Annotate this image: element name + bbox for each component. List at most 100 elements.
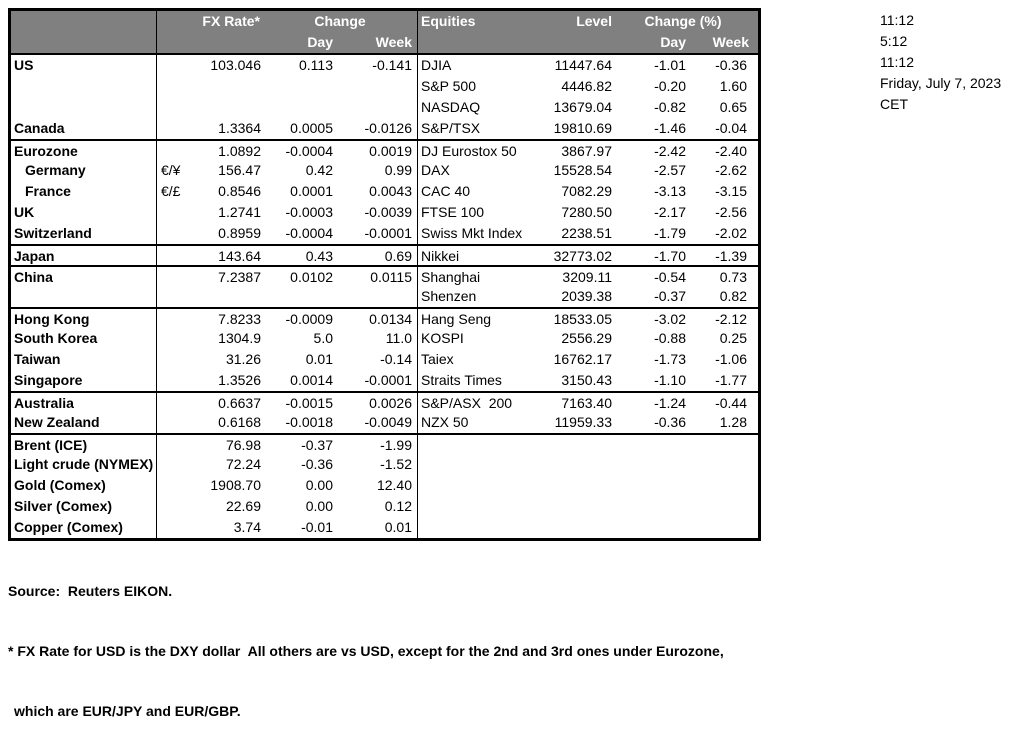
fx-currency-pair xyxy=(157,267,187,286)
equity-week-change-value xyxy=(688,517,752,538)
fx-rate-value: 1908.70 xyxy=(210,477,261,493)
fx-currency-pair xyxy=(157,393,187,412)
fx-day-change-value: -0.0009 xyxy=(285,311,333,327)
fx-rate-footnote-cont: which are EUR/JPY and EUR/GBP. xyxy=(14,703,241,719)
table-row: Australia 0.6637 -0.0015 0.0026 S&P/ASX … xyxy=(11,391,758,412)
fx-currency-pair xyxy=(157,118,187,139)
fx-day-change-value xyxy=(263,97,335,118)
equity-day-change-value: -0.88 xyxy=(654,330,686,346)
equity-day-change-value: -1.70 xyxy=(654,248,686,264)
fx-row-section: Japan 143.64 0.43 0.69 xyxy=(11,246,417,265)
fx-currency-pair xyxy=(157,246,187,265)
fx-week-change-value: -0.0001 xyxy=(364,225,412,241)
equities-row-section: DJ Eurostox 50 3867.97 -2.42 -2.40 xyxy=(417,141,752,160)
fx-currency-pair xyxy=(157,141,187,160)
fx-rate-value: 156.47 xyxy=(218,162,261,178)
equity-index-name: NASDAQ xyxy=(421,99,481,115)
table-header: FX Rate* Change Day Week Equities Level … xyxy=(11,11,758,55)
fx-country-label: France xyxy=(11,181,157,202)
equity-day-change-value: -0.54 xyxy=(654,269,686,285)
equity-level-value: 3209.11 xyxy=(562,269,612,285)
equity-index-name xyxy=(418,454,528,475)
equities-row-section: CAC 40 7082.29 -3.13 -3.15 xyxy=(417,181,752,202)
fx-row-section: UK 1.2741 -0.0003 -0.0039 xyxy=(11,202,417,223)
table-row: Switzerland 0.8959 -0.0004 -0.0001 Swiss… xyxy=(11,223,758,244)
fx-day-change-value: -0.36 xyxy=(301,456,333,472)
fx-rate-value: 1.2741 xyxy=(218,204,261,220)
table-row: US 103.046 0.113 -0.141 DJIA 11447.64 -1… xyxy=(11,55,758,76)
fx-country-label: US xyxy=(11,55,157,76)
table-row: UK 1.2741 -0.0003 -0.0039 FTSE 100 7280.… xyxy=(11,202,758,223)
equity-index-name xyxy=(418,517,528,538)
fx-rate-value: 0.6168 xyxy=(218,414,261,430)
equity-week-change-value: 0.65 xyxy=(719,99,747,115)
timestamp-line: 11:12 xyxy=(880,54,914,70)
table-row: Eurozone 1.0892 -0.0004 0.0019 DJ Eurost… xyxy=(11,139,758,160)
fx-day-change-value: 0.113 xyxy=(299,57,333,73)
equity-day-change-value: -3.13 xyxy=(654,183,686,199)
equity-day-change-value: -0.20 xyxy=(654,78,686,94)
equity-level-value xyxy=(528,454,614,475)
fx-row-section: France €/£ 0.8546 0.0001 0.0043 xyxy=(11,181,417,202)
fx-rate-value xyxy=(187,76,263,97)
fx-rate-footnote: * FX Rate for USD is the DXY dollar All … xyxy=(8,643,724,659)
equity-level-value: 15528.54 xyxy=(553,162,612,178)
equities-row-section: Shanghai 3209.11 -0.54 0.73 xyxy=(417,267,752,286)
fx-day-change-value: -0.0003 xyxy=(285,204,333,220)
equity-index-name: S&P 500 xyxy=(421,78,477,94)
header-corner-cell xyxy=(11,11,157,53)
fx-week-change-value: -0.141 xyxy=(372,57,412,73)
fx-row-section xyxy=(11,97,417,118)
fx-country-label: Canada xyxy=(11,118,157,139)
fx-week-change-value: 0.12 xyxy=(384,498,412,514)
fx-day-change-value: 0.01 xyxy=(305,351,333,367)
footer-notes: Source: Reuters EIKON. * FX Rate for USD… xyxy=(8,541,724,741)
fx-row-section: Australia 0.6637 -0.0015 0.0026 xyxy=(11,393,417,412)
fx-week-change-value: 11.0 xyxy=(385,330,412,346)
fx-rate-value xyxy=(187,97,263,118)
fx-currency-pair xyxy=(157,496,187,517)
fx-rate-value: 7.2387 xyxy=(218,269,261,285)
equity-index-name: DJ Eurostox 50 xyxy=(421,143,517,159)
fx-currency-pair xyxy=(157,412,187,433)
equity-week-change-value: -0.36 xyxy=(715,57,747,73)
timestamp-line: CET xyxy=(880,96,908,112)
equity-week-change-value: 0.82 xyxy=(719,288,747,304)
fx-currency-pair xyxy=(157,349,187,370)
equities-day-header: Day xyxy=(660,34,686,50)
equity-day-change-value xyxy=(614,435,688,454)
fx-country-label: Light crude (NYMEX) xyxy=(11,454,157,475)
equity-day-change-value: -0.36 xyxy=(654,414,686,430)
equities-row-section: FTSE 100 7280.50 -2.17 -2.56 xyxy=(417,202,752,223)
equity-level-value: 16762.17 xyxy=(553,351,612,367)
table-row: France €/£ 0.8546 0.0001 0.0043 CAC 40 7… xyxy=(11,181,758,202)
equities-row-section: DAX 15528.54 -2.57 -2.62 xyxy=(417,160,752,181)
fx-rate-value: 143.64 xyxy=(218,248,261,264)
fx-rate-value: 22.69 xyxy=(225,498,261,514)
equity-index-name: Hang Seng xyxy=(421,311,492,327)
table-row: Shenzen 2039.38 -0.37 0.82 xyxy=(11,286,758,307)
equity-day-change-value xyxy=(614,475,688,496)
equity-day-change-value xyxy=(614,517,688,538)
fx-week-change-value: 0.0043 xyxy=(369,183,412,199)
equity-level-value: 18533.05 xyxy=(553,311,612,327)
table-row: Canada 1.3364 0.0005 -0.0126 S&P/TSX 198… xyxy=(11,118,758,139)
table-row: Brent (ICE) 76.98 -0.37 -1.99 xyxy=(11,433,758,454)
fx-rate-value: 0.6637 xyxy=(218,395,261,411)
equity-day-change-value: -1.79 xyxy=(654,225,686,241)
equity-level-value: 2039.38 xyxy=(561,288,612,304)
timestamp-block: 11:12 5:12 11:12 Friday, July 7, 2023 CET xyxy=(880,10,1001,115)
fx-country-label: Eurozone xyxy=(11,141,157,160)
fx-row-section: Taiwan 31.26 0.01 -0.14 xyxy=(11,349,417,370)
equity-level-value: 13679.04 xyxy=(553,99,612,115)
fx-week-change-value xyxy=(335,286,417,307)
fx-row-section: Germany €/¥ 156.47 0.42 0.99 xyxy=(11,160,417,181)
fx-week-change-value xyxy=(335,97,417,118)
fx-rate-value: 0.8959 xyxy=(218,225,261,241)
equity-index-name: KOSPI xyxy=(421,330,464,346)
equity-week-change-value: -2.56 xyxy=(715,204,747,220)
fx-country-label: Australia xyxy=(11,393,157,412)
equities-week-header: Week xyxy=(712,34,749,50)
equity-index-name xyxy=(418,496,528,517)
equities-row-section: KOSPI 2556.29 -0.88 0.25 xyxy=(417,328,752,349)
